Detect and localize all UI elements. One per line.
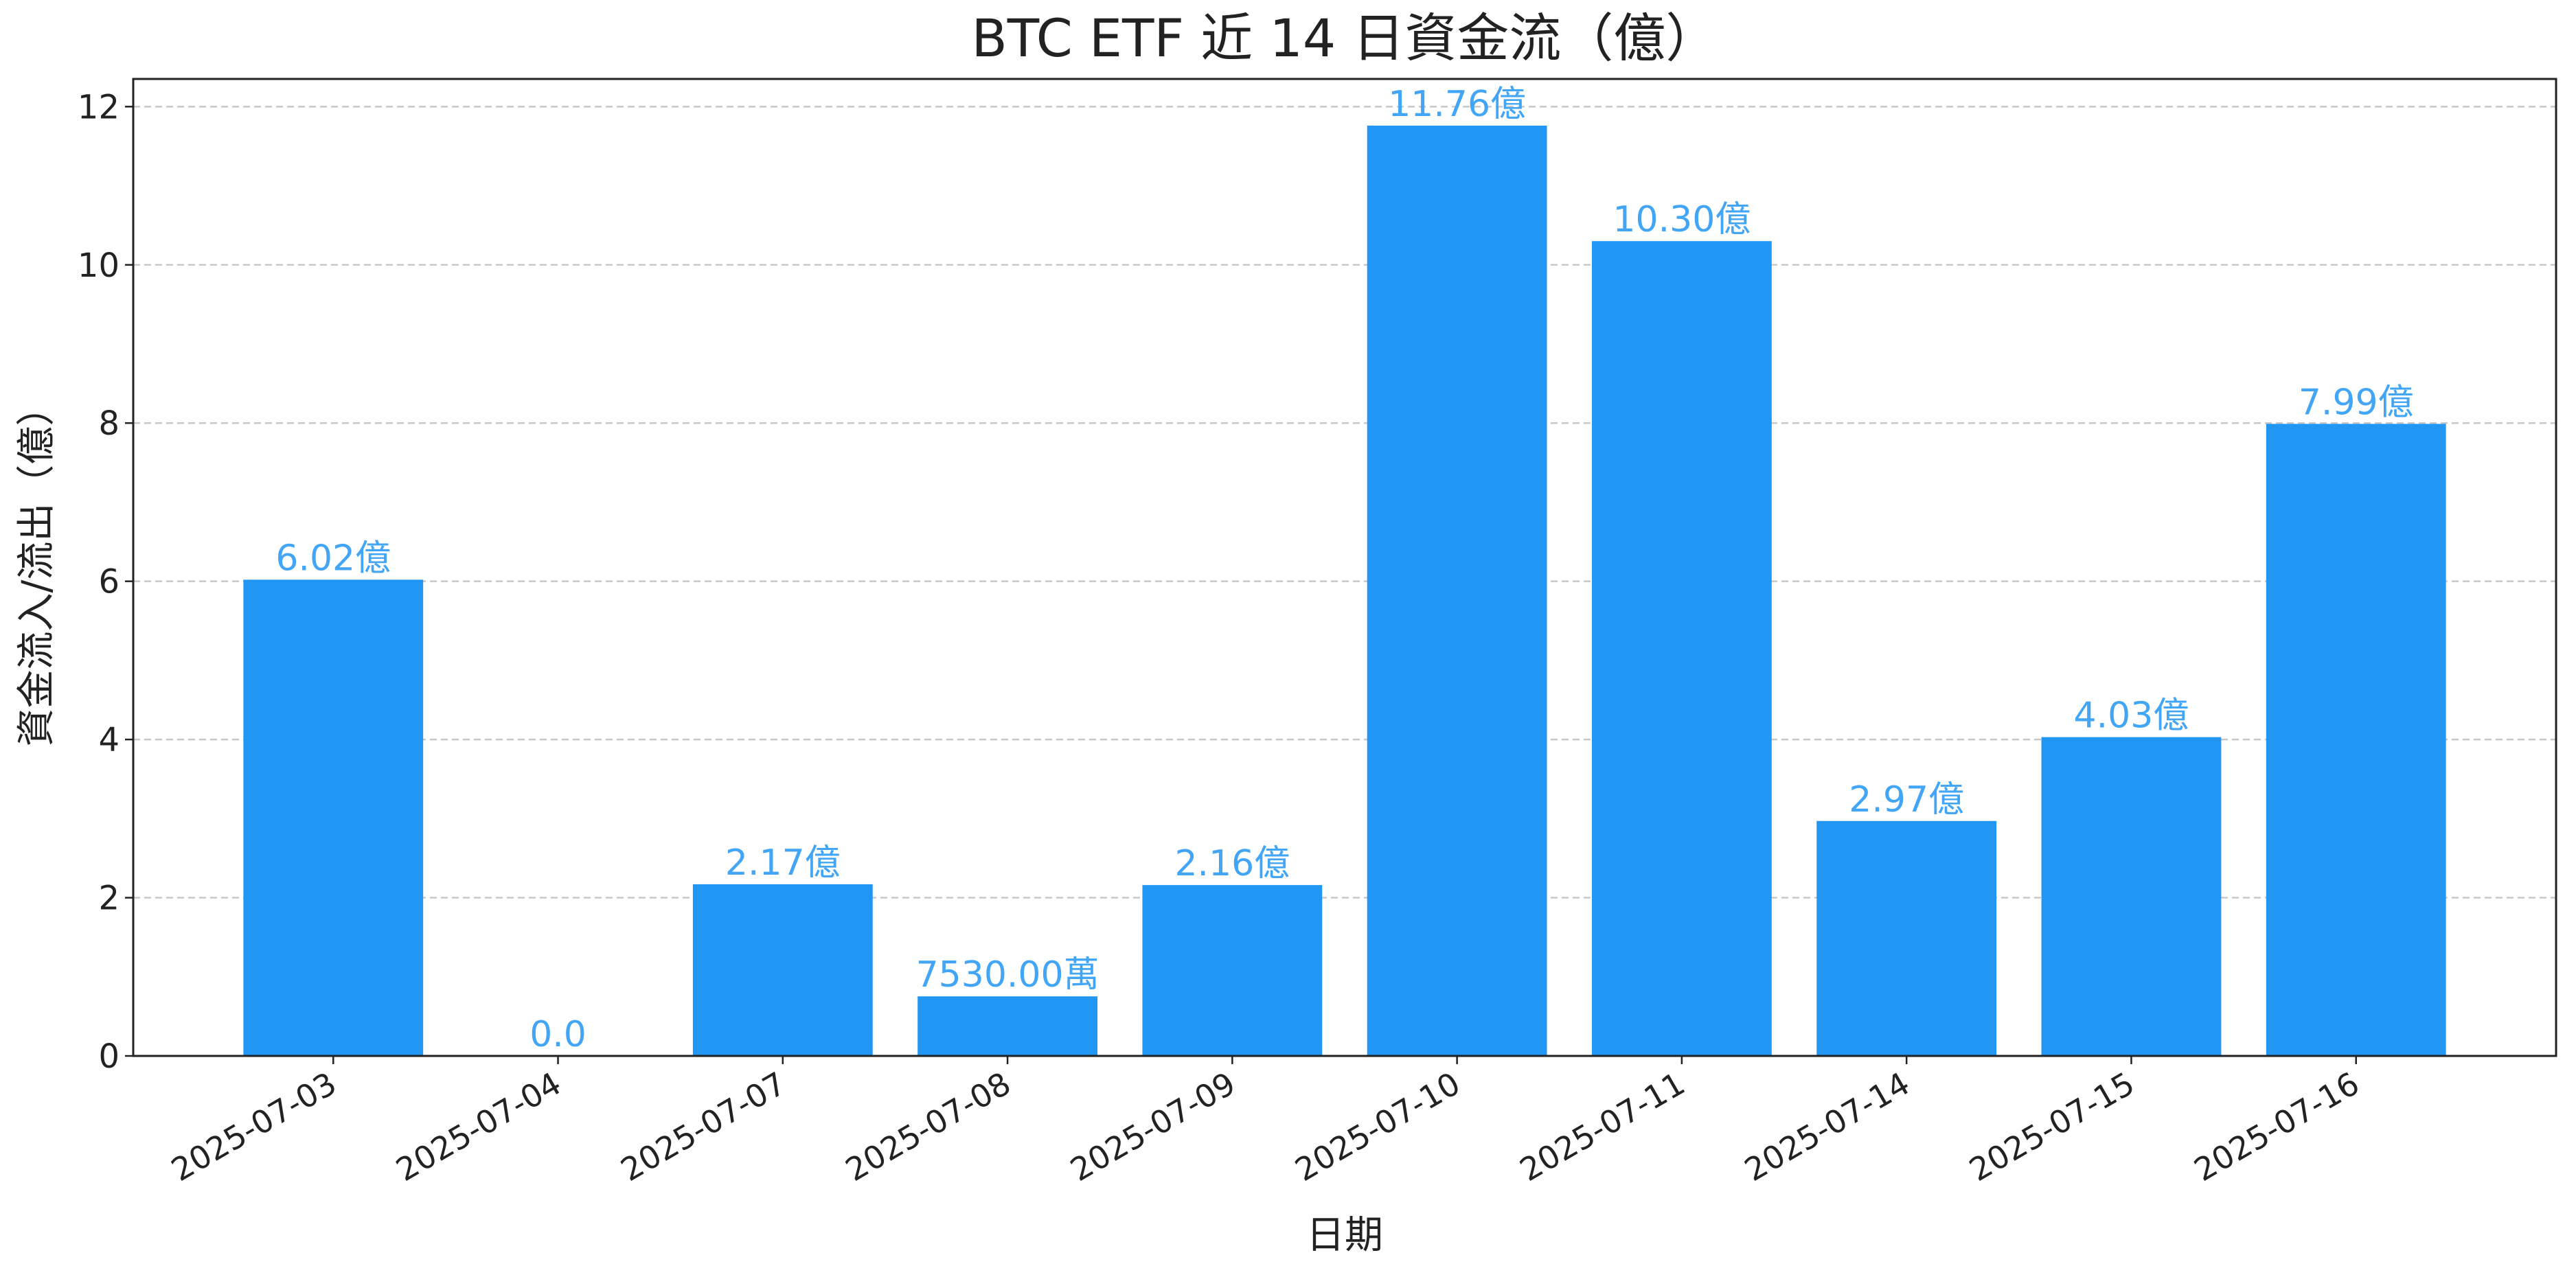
value-label: 10.30億 [1612, 199, 1751, 240]
value-label: 11.76億 [1388, 84, 1526, 125]
value-label: 2.97億 [1849, 779, 1964, 820]
y-tick-label: 12 [78, 88, 119, 126]
y-tick-label: 2 [98, 879, 119, 918]
value-label: 2.16億 [1174, 843, 1290, 884]
bar [243, 579, 424, 1056]
value-label: 2.17億 [725, 842, 841, 884]
bar [2041, 737, 2222, 1056]
x-axis-label: 日期 [1306, 1213, 1383, 1258]
value-label: 6.02億 [275, 538, 391, 579]
y-tick-label: 8 [98, 404, 119, 443]
value-label: 4.03億 [2074, 695, 2189, 737]
bar [1592, 241, 1772, 1056]
y-tick-label: 4 [98, 721, 119, 759]
bar [692, 884, 873, 1056]
bar [1142, 885, 1323, 1056]
bar [1367, 125, 1547, 1057]
y-tick-label: 6 [98, 563, 119, 601]
value-label: 0.0 [529, 1014, 586, 1055]
bar [1816, 820, 1997, 1056]
y-tick-label: 10 [78, 246, 119, 285]
chart-title: BTC ETF 近 14 日資金流（億） [972, 8, 1718, 69]
value-label: 7530.00萬 [916, 954, 1099, 996]
plot-frame [132, 78, 2557, 1057]
y-axis-label: 資金流入/流出（億） [14, 388, 59, 747]
value-label: 7.99億 [2299, 382, 2414, 423]
y-tick-label: 0 [98, 1037, 119, 1076]
bar [917, 996, 1097, 1056]
bar [2266, 424, 2446, 1056]
